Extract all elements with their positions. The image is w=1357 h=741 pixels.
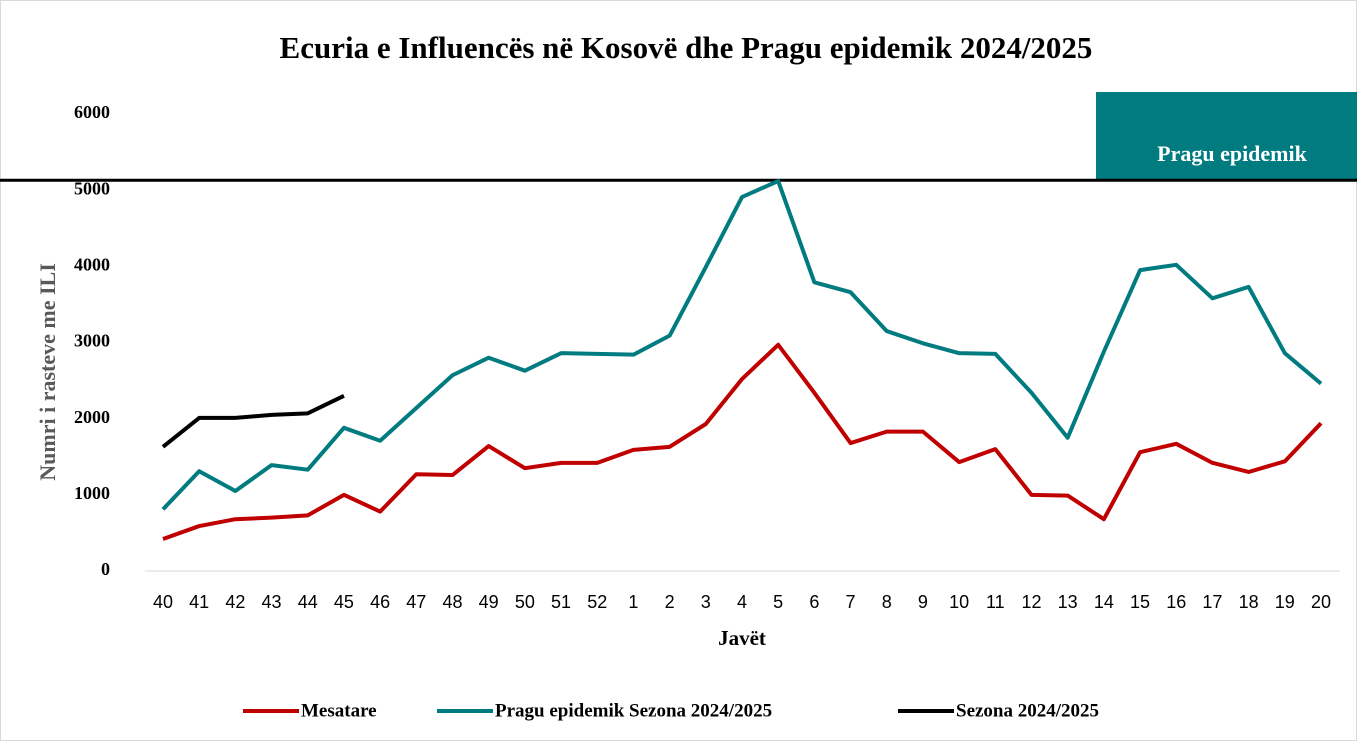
x-tick-label: 18 bbox=[1239, 592, 1259, 612]
x-tick-label: 12 bbox=[1021, 592, 1041, 612]
x-tick-label: 51 bbox=[551, 592, 571, 612]
x-tick-label: 20 bbox=[1311, 592, 1331, 612]
y-tick-label: 3000 bbox=[74, 331, 110, 351]
threshold-label-box bbox=[1096, 92, 1357, 181]
y-tick-label: 0 bbox=[101, 559, 110, 579]
x-tick-label: 40 bbox=[153, 592, 173, 612]
legend-label: Pragu epidemik Sezona 2024/2025 bbox=[495, 700, 772, 721]
series-line bbox=[161, 179, 1323, 511]
x-tick-label: 11 bbox=[986, 592, 1005, 612]
y-tick-label: 1000 bbox=[74, 483, 110, 503]
chart-title: Ecuria e Influencës në Kosovë dhe Pragu … bbox=[280, 30, 1093, 65]
x-tick-label: 6 bbox=[809, 592, 819, 612]
series-line bbox=[161, 394, 345, 449]
y-axis-label: Numri i rasteve me ILI bbox=[35, 263, 60, 481]
legend-label: Sezona 2024/2025 bbox=[956, 700, 1099, 721]
y-tick-label: 2000 bbox=[74, 407, 110, 427]
x-axis-label: Javët bbox=[718, 626, 766, 650]
x-tick-label: 4 bbox=[737, 592, 747, 612]
x-tick-label: 52 bbox=[587, 592, 607, 612]
x-tick-label: 19 bbox=[1275, 592, 1295, 612]
x-tick-label: 50 bbox=[515, 592, 535, 612]
x-tick-label: 14 bbox=[1094, 592, 1114, 612]
x-tick-label: 2 bbox=[665, 592, 675, 612]
x-tick-label: 17 bbox=[1202, 592, 1222, 612]
x-tick-label: 49 bbox=[479, 592, 499, 612]
x-tick-label: 41 bbox=[189, 592, 209, 612]
series-line bbox=[162, 342, 1323, 541]
x-tick-label: 46 bbox=[370, 592, 390, 612]
x-tick-label: 42 bbox=[225, 592, 245, 612]
x-tick-label: 8 bbox=[882, 592, 892, 612]
x-tick-label: 9 bbox=[918, 592, 928, 612]
x-tick-label: 48 bbox=[442, 592, 462, 612]
x-tick-label: 16 bbox=[1166, 592, 1186, 612]
legend-label: Mesatare bbox=[301, 700, 377, 721]
x-tick-label: 1 bbox=[628, 592, 638, 612]
x-tick-label: 43 bbox=[262, 592, 282, 612]
y-tick-label: 6000 bbox=[74, 102, 110, 122]
x-tick-label: 45 bbox=[334, 592, 354, 612]
x-tick-label: 13 bbox=[1058, 592, 1078, 612]
x-tick-label: 3 bbox=[701, 592, 711, 612]
x-tick-label: 7 bbox=[846, 592, 856, 612]
x-tick-label: 44 bbox=[298, 592, 318, 612]
threshold-label: Pragu epidemik bbox=[1157, 141, 1307, 166]
x-tick-label: 5 bbox=[773, 592, 783, 612]
y-tick-label: 5000 bbox=[74, 178, 110, 198]
x-tick-label: 10 bbox=[949, 592, 969, 612]
x-tick-label: 47 bbox=[406, 592, 426, 612]
y-tick-label: 4000 bbox=[74, 254, 110, 274]
x-tick-label: 15 bbox=[1130, 592, 1150, 612]
